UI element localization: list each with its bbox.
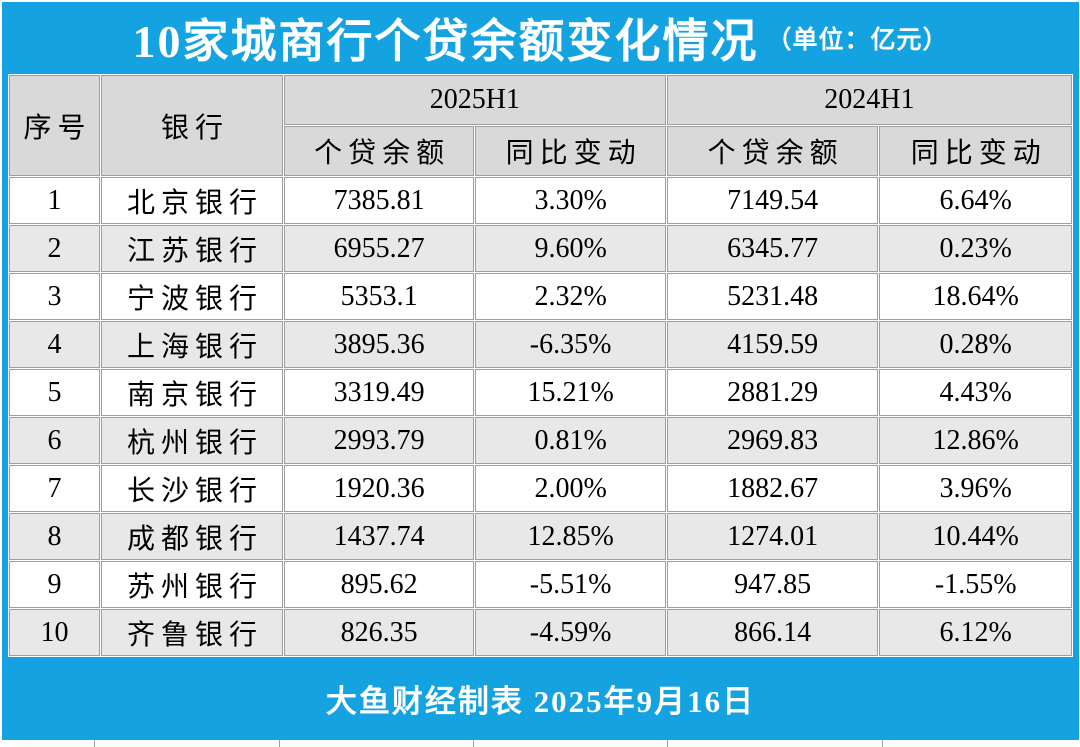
table-row: 10 齐鲁银行 826.35 -4.59% 866.14 6.12% — [9, 609, 1072, 656]
yoy-2024h1: 10.44% — [879, 513, 1072, 560]
yoy-2025h1: 2.32% — [475, 273, 666, 320]
col-header-balance-2024: 个贷余额 — [666, 126, 879, 176]
table-row: 5 南京银行 3319.49 15.21% 2881.29 4.43% — [9, 369, 1072, 416]
page-title: 10家城商行个贷余额变化情况 — [132, 16, 759, 67]
bank-name: 成都银行 — [100, 513, 283, 560]
col-header-yoy-2024: 同比变动 — [879, 126, 1072, 176]
bank-name: 北京银行 — [100, 177, 283, 224]
balance-2024h1: 7149.54 — [666, 177, 879, 224]
row-no: 5 — [9, 369, 100, 416]
strip-cell — [668, 740, 883, 747]
row-no: 3 — [9, 273, 100, 320]
table-wrapper: 序号 银行 2025H1 2024H1 个贷余额 同比变动 个贷余额 同比变动 … — [2, 74, 1079, 657]
bank-name: 宁波银行 — [100, 273, 283, 320]
yoy-2025h1: -6.35% — [475, 321, 666, 368]
yoy-2024h1: 0.23% — [879, 225, 1072, 272]
yoy-2025h1: 2.00% — [475, 465, 666, 512]
balance-2025h1: 3319.49 — [283, 369, 475, 416]
yoy-2025h1: -4.59% — [475, 609, 666, 656]
balance-2025h1: 6955.27 — [283, 225, 475, 272]
yoy-2024h1: 18.64% — [879, 273, 1072, 320]
bank-name: 苏州银行 — [100, 561, 283, 608]
balance-2025h1: 895.62 — [283, 561, 475, 608]
yoy-2024h1: 3.96% — [879, 465, 1072, 512]
col-group-2025h1: 2025H1 — [283, 75, 666, 125]
yoy-2024h1: 0.28% — [879, 321, 1072, 368]
yoy-2024h1: 6.64% — [879, 177, 1072, 224]
strip-cell — [474, 740, 668, 747]
balance-2025h1: 2993.79 — [283, 417, 475, 464]
row-no: 4 — [9, 321, 100, 368]
yoy-2025h1: 3.30% — [475, 177, 666, 224]
page-title-unit: （单位：亿元） — [766, 27, 949, 54]
yoy-2024h1: 12.86% — [879, 417, 1072, 464]
strip-cell — [2, 740, 95, 747]
balance-2025h1: 7385.81 — [283, 177, 475, 224]
bank-name: 长沙银行 — [100, 465, 283, 512]
row-no: 6 — [9, 417, 100, 464]
balance-2024h1: 1274.01 — [666, 513, 879, 560]
title-bar: 10家城商行个贷余额变化情况 （单位：亿元） — [2, 2, 1079, 74]
balance-2024h1: 6345.77 — [666, 225, 879, 272]
bank-name: 齐鲁银行 — [100, 609, 283, 656]
table-row: 3 宁波银行 5353.1 2.32% 5231.48 18.64% — [9, 273, 1072, 320]
table-row: 7 长沙银行 1920.36 2.00% 1882.67 3.96% — [9, 465, 1072, 512]
row-no: 10 — [9, 609, 100, 656]
col-header-yoy-2025: 同比变动 — [475, 126, 666, 176]
balance-2024h1: 5231.48 — [666, 273, 879, 320]
col-header-no: 序号 — [9, 75, 100, 176]
bank-name: 上海银行 — [100, 321, 283, 368]
header-row-groups: 序号 银行 2025H1 2024H1 — [9, 75, 1072, 176]
balance-2024h1: 947.85 — [666, 561, 879, 608]
table-row: 2 江苏银行 6955.27 9.60% 6345.77 0.23% — [9, 225, 1072, 272]
strip-cell — [95, 740, 280, 747]
strip-cell — [883, 740, 1079, 747]
footer-credit: 大鱼财经制表 2025年9月16日 — [325, 684, 756, 719]
table-row: 4 上海银行 3895.36 -6.35% 4159.59 0.28% — [9, 321, 1072, 368]
balance-2024h1: 2969.83 — [666, 417, 879, 464]
row-no: 8 — [9, 513, 100, 560]
strip-cell — [280, 740, 474, 747]
balance-2024h1: 1882.67 — [666, 465, 879, 512]
row-no: 7 — [9, 465, 100, 512]
yoy-2024h1: 6.12% — [879, 609, 1072, 656]
row-no: 2 — [9, 225, 100, 272]
yoy-2025h1: 9.60% — [475, 225, 666, 272]
table-row: 6 杭州银行 2993.79 0.81% 2969.83 12.86% — [9, 417, 1072, 464]
bottom-strip — [2, 740, 1079, 747]
col-header-balance-2025: 个贷余额 — [283, 126, 475, 176]
col-header-bank: 银行 — [100, 75, 283, 176]
loan-balance-table: 序号 银行 2025H1 2024H1 个贷余额 同比变动 个贷余额 同比变动 … — [8, 74, 1073, 657]
yoy-2025h1: -5.51% — [475, 561, 666, 608]
balance-2025h1: 826.35 — [283, 609, 475, 656]
yoy-2024h1: 4.43% — [879, 369, 1072, 416]
balance-2024h1: 866.14 — [666, 609, 879, 656]
row-no: 9 — [9, 561, 100, 608]
bank-name: 江苏银行 — [100, 225, 283, 272]
bank-name: 杭州银行 — [100, 417, 283, 464]
balance-2025h1: 1437.74 — [283, 513, 475, 560]
table-row: 8 成都银行 1437.74 12.85% 1274.01 10.44% — [9, 513, 1072, 560]
header-row-subcolumns: 个贷余额 同比变动 个贷余额 同比变动 — [9, 126, 1072, 176]
balance-2025h1: 1920.36 — [283, 465, 475, 512]
balance-2024h1: 4159.59 — [666, 321, 879, 368]
balance-2025h1: 3895.36 — [283, 321, 475, 368]
balance-2024h1: 2881.29 — [666, 369, 879, 416]
yoy-2025h1: 0.81% — [475, 417, 666, 464]
table-row: 1 北京银行 7385.81 3.30% 7149.54 6.64% — [9, 177, 1072, 224]
yoy-2024h1: -1.55% — [879, 561, 1072, 608]
yoy-2025h1: 12.85% — [475, 513, 666, 560]
row-no: 1 — [9, 177, 100, 224]
balance-2025h1: 5353.1 — [283, 273, 475, 320]
yoy-2025h1: 15.21% — [475, 369, 666, 416]
col-group-2024h1: 2024H1 — [666, 75, 1072, 125]
bank-name: 南京银行 — [100, 369, 283, 416]
table-row: 9 苏州银行 895.62 -5.51% 947.85 -1.55% — [9, 561, 1072, 608]
